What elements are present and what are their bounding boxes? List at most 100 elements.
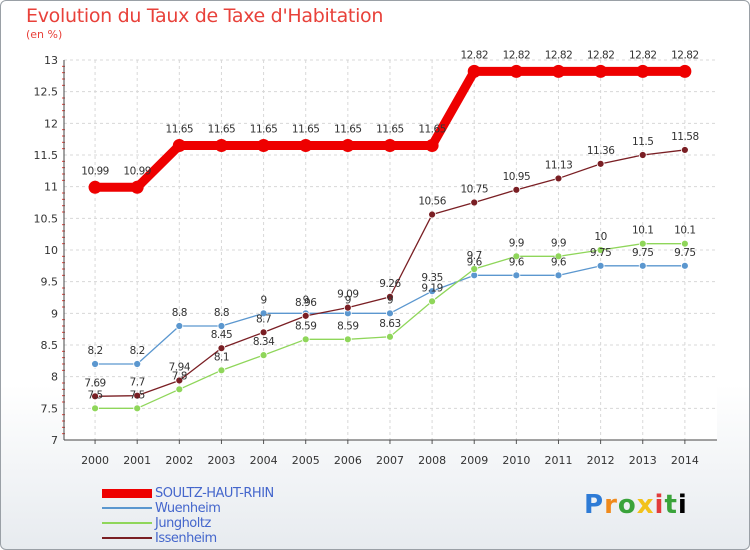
- data-label: 9.75: [590, 247, 611, 259]
- data-label: 10.56: [418, 196, 446, 208]
- data-point: [467, 64, 481, 78]
- y-tick-label: 12.5: [34, 86, 59, 99]
- data-point: [596, 246, 605, 254]
- data-point: [88, 180, 102, 194]
- x-tick-label: 2005: [292, 454, 320, 467]
- data-label: 9.19: [421, 282, 442, 294]
- data-label: 11.36: [587, 145, 615, 157]
- data-point: [680, 261, 689, 270]
- data-point: [217, 322, 226, 330]
- data-point: [554, 271, 563, 280]
- data-point: [678, 64, 692, 78]
- data-label: 7.5: [130, 389, 145, 401]
- data-label: 12.82: [503, 49, 531, 61]
- data-label: 8.59: [295, 320, 316, 332]
- data-point: [217, 344, 226, 353]
- data-point: [133, 404, 142, 413]
- legend-label: Jungholtz: [155, 516, 211, 531]
- data-label: 8.34: [253, 336, 275, 348]
- data-point: [130, 180, 144, 194]
- x-tick-label: 2011: [544, 454, 572, 467]
- data-label: 9.09: [337, 289, 358, 301]
- data-point: [299, 139, 313, 152]
- data-label: 12.82: [460, 49, 488, 61]
- data-label: 10.99: [81, 165, 109, 177]
- data-label: 11.65: [418, 124, 446, 136]
- data-point: [596, 159, 605, 168]
- data-label: 8.1: [214, 351, 229, 363]
- data-label: 9.6: [551, 256, 567, 268]
- data-label: 9.75: [674, 247, 695, 259]
- x-tick-label: 2013: [629, 454, 657, 467]
- y-tick-label: 10: [44, 244, 58, 257]
- data-label: 10.95: [503, 171, 531, 183]
- data-point: [428, 297, 436, 306]
- data-label: 11.65: [292, 124, 320, 136]
- x-tick-label: 2014: [671, 454, 699, 467]
- data-point: [383, 139, 397, 152]
- data-point: [343, 335, 352, 344]
- data-point: [638, 261, 647, 270]
- data-point: [512, 271, 521, 280]
- data-point: [217, 366, 226, 375]
- data-point: [386, 332, 394, 341]
- data-point: [551, 64, 565, 78]
- data-point: [175, 322, 184, 330]
- data-label: 8.8: [214, 307, 229, 319]
- data-point: [470, 198, 479, 207]
- y-tick-label: 10.5: [34, 212, 59, 225]
- data-label: 7.8: [172, 370, 187, 382]
- data-label: 11.65: [166, 124, 194, 136]
- data-point: [257, 139, 271, 152]
- logo-letter: i: [654, 490, 665, 520]
- data-point: [512, 185, 521, 194]
- data-point: [638, 239, 647, 248]
- y-tick-label: 8: [51, 371, 58, 384]
- data-point: [386, 309, 394, 318]
- logo-letter: t: [664, 490, 678, 520]
- data-label: 9.9: [551, 237, 566, 249]
- data-point: [133, 391, 142, 400]
- data-label: 9: [345, 294, 351, 306]
- data-point: [259, 328, 268, 337]
- data-label: 8.2: [87, 345, 102, 357]
- data-label: 8.8: [172, 307, 187, 319]
- data-label: 12.82: [545, 49, 573, 61]
- data-label: 8.7: [256, 313, 271, 325]
- legend-swatch: [102, 537, 152, 539]
- x-tick-label: 2009: [460, 454, 488, 467]
- data-point: [596, 261, 605, 270]
- data-label: 9: [303, 294, 309, 306]
- data-point: [554, 174, 563, 183]
- data-point: [301, 311, 310, 320]
- data-point: [512, 252, 521, 261]
- legend-swatch: [102, 507, 152, 509]
- logo-letter: r: [604, 490, 618, 520]
- y-tick-label: 7: [51, 434, 58, 447]
- legend-swatch: [102, 522, 152, 524]
- logo-letter: P: [584, 490, 605, 520]
- data-label: 9.7: [467, 250, 482, 262]
- data-point: [680, 146, 689, 154]
- data-point: [509, 64, 523, 78]
- data-label: 9.6: [467, 256, 483, 268]
- x-tick-label: 2002: [165, 454, 193, 467]
- data-label: 7.5: [87, 389, 102, 401]
- data-label: 10.1: [632, 225, 653, 237]
- x-tick-label: 2000: [81, 454, 109, 467]
- x-tick-label: 2003: [207, 454, 235, 467]
- data-label: 10: [594, 231, 606, 243]
- y-tick-label: 8.5: [41, 339, 59, 352]
- y-tick-label: 9: [51, 307, 58, 320]
- data-label: 10.75: [460, 184, 488, 196]
- data-label: 9: [260, 294, 266, 306]
- data-point: [259, 351, 268, 360]
- y-tick-label: 12: [44, 117, 58, 130]
- y-tick-label: 13: [44, 54, 58, 67]
- y-tick-label: 7.5: [41, 402, 59, 415]
- x-tick-label: 2006: [334, 454, 362, 467]
- x-tick-label: 2012: [587, 454, 615, 467]
- data-label: 9.35: [421, 272, 442, 284]
- data-point: [259, 309, 268, 318]
- chart-subtitle: (en %): [26, 28, 63, 41]
